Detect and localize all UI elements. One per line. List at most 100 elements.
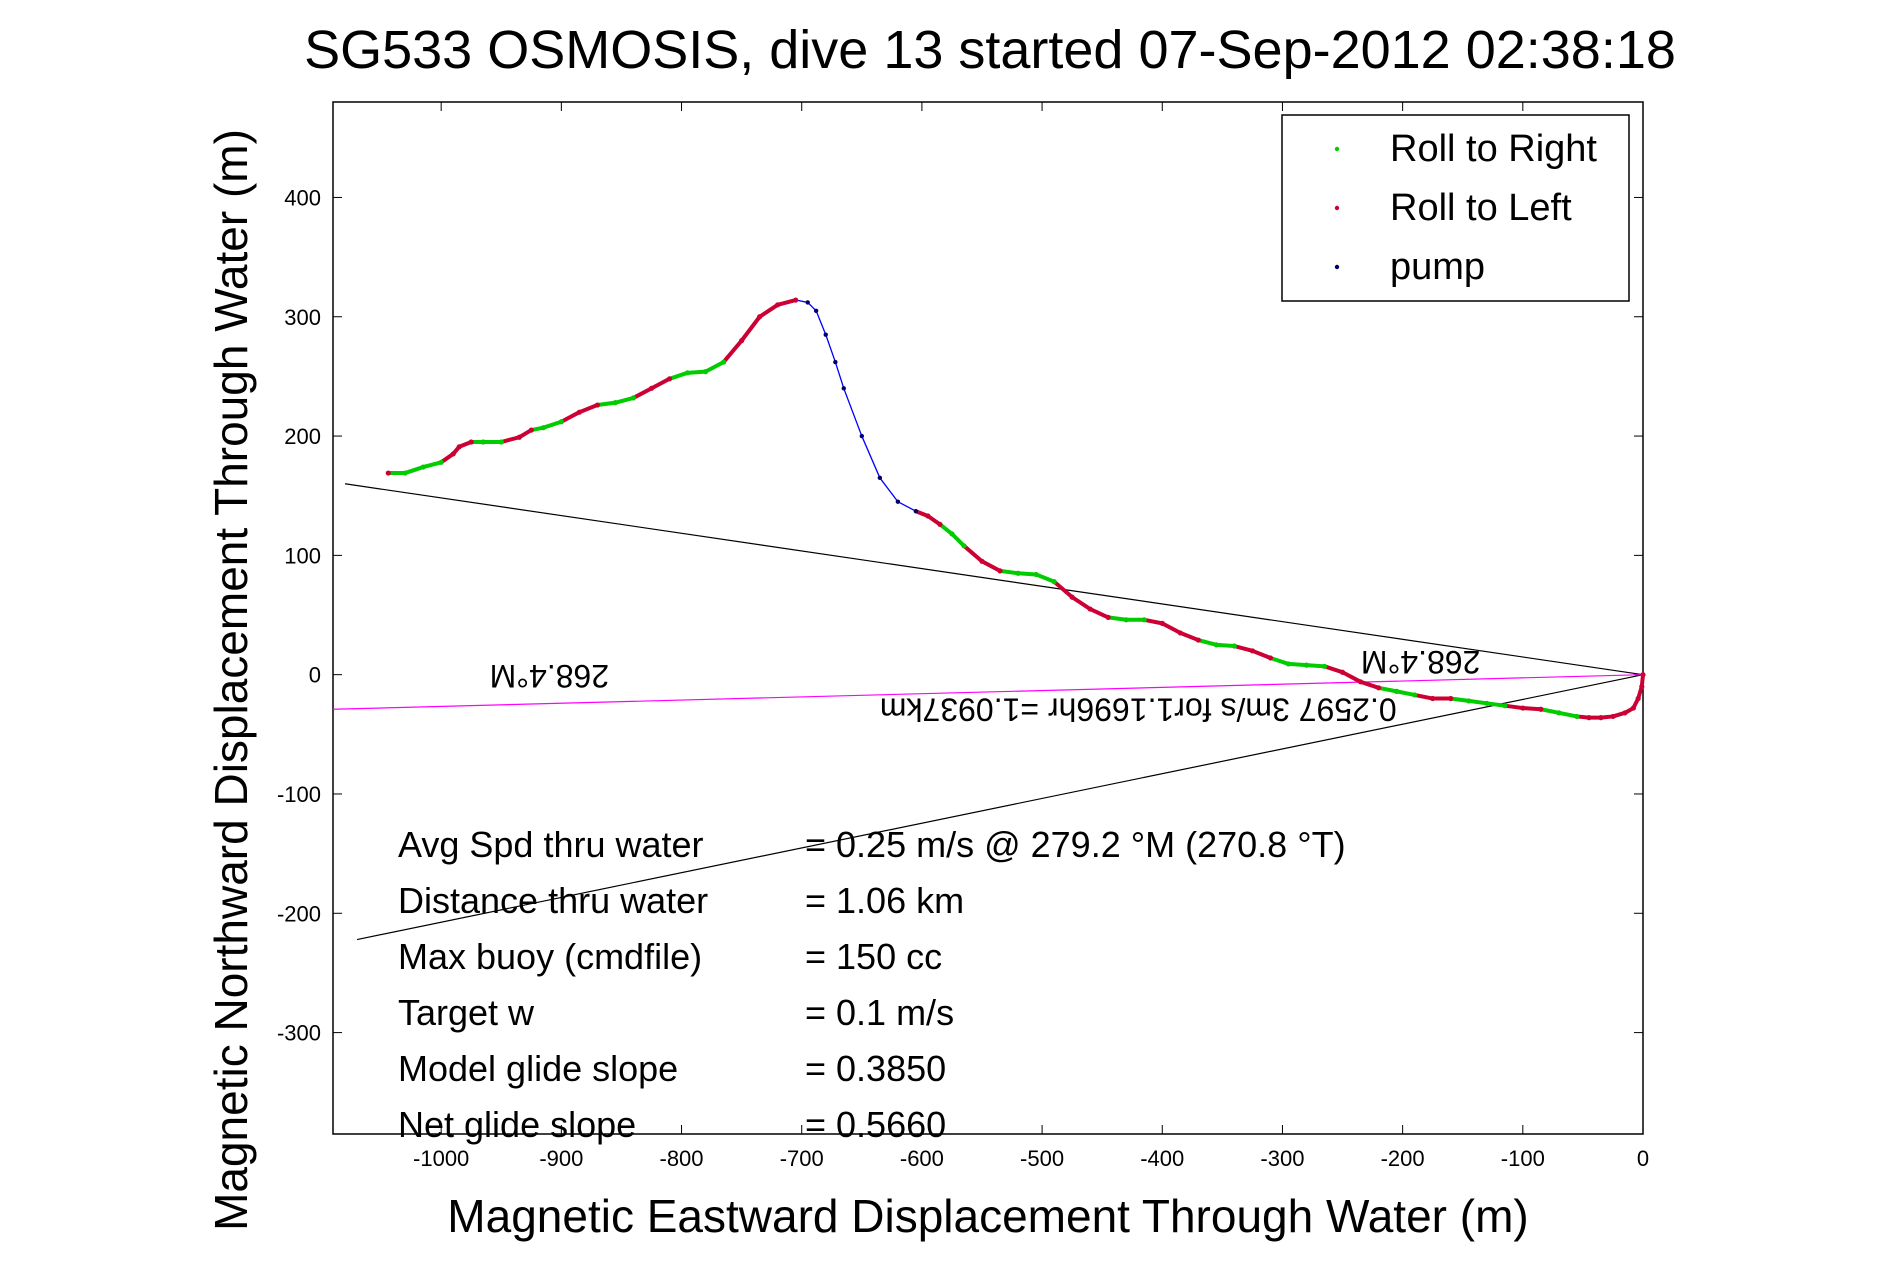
roll-left-point bbox=[1267, 655, 1274, 661]
track-segment-roll-right bbox=[1376, 685, 1399, 694]
track-segment-pump bbox=[861, 435, 881, 479]
y-tick-label: 300 bbox=[284, 305, 321, 330]
roll-left-point bbox=[666, 376, 673, 382]
y-axis-label: Magnetic Northward Displacement Through … bbox=[205, 129, 257, 1231]
roll-left-point bbox=[576, 409, 582, 415]
track-segment-roll-right bbox=[541, 419, 564, 430]
roll-left-point bbox=[1640, 672, 1646, 678]
track-segment-roll-left bbox=[559, 410, 582, 424]
reference-line-3 bbox=[332, 674, 1644, 710]
y-tick-label: -100 bbox=[277, 782, 321, 807]
roll-right-point bbox=[1123, 617, 1129, 623]
roll-left-point bbox=[528, 427, 534, 433]
stat-value-5: = 0.3850 bbox=[805, 1048, 946, 1089]
roll-left-point bbox=[757, 314, 763, 320]
x-tick-label: -500 bbox=[1020, 1146, 1064, 1171]
track-segment-roll-right bbox=[685, 369, 708, 375]
legend-marker-3 bbox=[1334, 264, 1340, 270]
roll-right-point bbox=[1051, 579, 1057, 585]
track-segment-roll-left bbox=[1178, 630, 1201, 643]
roll-right-point bbox=[1285, 661, 1292, 667]
track-segment-roll-left bbox=[1142, 617, 1165, 626]
track-segment-pump bbox=[825, 333, 837, 363]
stat-label-4: Target w bbox=[398, 992, 535, 1033]
roll-left-point bbox=[1520, 705, 1526, 711]
heading-annotation-3: 0.2597 3m/s for1.1696hr =1.0937km bbox=[880, 692, 1397, 728]
legend: Roll to Right Roll to Left pump bbox=[1281, 114, 1630, 302]
track-segment-roll-left bbox=[1088, 607, 1111, 620]
track-segment-roll-right bbox=[1034, 572, 1057, 584]
track-segment-roll-left bbox=[1412, 692, 1435, 701]
heading-annotation-2: 268.4°M bbox=[1361, 644, 1481, 680]
legend-label-3: pump bbox=[1390, 246, 1485, 288]
roll-right-point bbox=[402, 470, 408, 476]
x-tick-label: -200 bbox=[1381, 1146, 1425, 1171]
x-tick-label: 0 bbox=[1637, 1146, 1649, 1171]
track-segment-roll-right bbox=[1106, 615, 1129, 622]
pump-point bbox=[833, 359, 838, 365]
track-segment-roll-left bbox=[1052, 579, 1075, 600]
reference-line-1 bbox=[344, 483, 1644, 676]
stat-label-1: Avg Spd thru water bbox=[398, 824, 704, 865]
roll-left-point bbox=[1177, 630, 1183, 636]
track-segment-roll-right bbox=[595, 400, 618, 408]
roll-left-point bbox=[594, 402, 601, 408]
y-tick-label: -300 bbox=[277, 1021, 321, 1046]
roll-left-point bbox=[1448, 695, 1454, 702]
track-segment-roll-right bbox=[1268, 655, 1291, 666]
track-segment-roll-left bbox=[1322, 664, 1345, 675]
x-tick-label: -800 bbox=[660, 1146, 704, 1171]
y-tick-label: -200 bbox=[277, 901, 321, 926]
stat-value-2: = 1.06 km bbox=[805, 880, 964, 921]
roll-left-point bbox=[456, 444, 462, 450]
x-tick-label: -600 bbox=[900, 1146, 944, 1171]
roll-left-point bbox=[1087, 606, 1093, 612]
pump-point bbox=[895, 499, 901, 504]
pump-point bbox=[859, 433, 865, 439]
track-segment-pump bbox=[843, 387, 863, 437]
track-segment-roll-left bbox=[499, 435, 522, 445]
track-segment-pump bbox=[834, 361, 845, 389]
roll-left-point bbox=[1622, 710, 1628, 716]
track-segment-roll-right bbox=[667, 370, 690, 381]
roll-right-point bbox=[540, 425, 546, 431]
y-tick-label: 400 bbox=[284, 185, 321, 210]
heading-annotation-1: 268.4°M bbox=[490, 658, 610, 694]
track-segment-roll-left bbox=[1340, 670, 1363, 684]
roll-left-point bbox=[648, 385, 655, 391]
roll-left-point bbox=[1630, 705, 1636, 711]
stat-value-4: = 0.1 m/s bbox=[805, 992, 954, 1033]
track-segment-roll-left bbox=[1250, 648, 1273, 660]
roll-left-point bbox=[1105, 614, 1111, 621]
stat-label-3: Max buoy (cmdfile) bbox=[398, 936, 702, 977]
track-segment-pump bbox=[879, 477, 899, 503]
legend-box bbox=[1281, 114, 1630, 302]
track-segment-roll-right bbox=[421, 460, 444, 470]
reference-line-2 bbox=[356, 674, 1644, 941]
reference-lines bbox=[332, 483, 1644, 941]
roll-left-point bbox=[1249, 648, 1256, 654]
roll-left-point bbox=[1339, 669, 1346, 675]
stat-label-5: Model glide slope bbox=[398, 1048, 678, 1089]
roll-left-point bbox=[1195, 637, 1201, 643]
track-segment-roll-left bbox=[961, 543, 984, 564]
roll-right-point bbox=[630, 395, 637, 401]
legend-label-2: Roll to Left bbox=[1390, 187, 1572, 229]
roll-left-point bbox=[979, 558, 985, 564]
roll-left-point bbox=[997, 568, 1003, 574]
roll-left-point bbox=[1538, 706, 1544, 712]
roll-left-point bbox=[793, 297, 799, 303]
roll-right-point bbox=[949, 531, 955, 537]
roll-left-point bbox=[385, 470, 391, 476]
track-segment-roll-right bbox=[1448, 696, 1471, 703]
roll-right-point bbox=[702, 369, 709, 375]
roll-right-point bbox=[1231, 643, 1237, 649]
pump-point bbox=[805, 300, 810, 305]
roll-left-point bbox=[1357, 679, 1364, 685]
stats-block: Avg Spd thru water = 0.25 m/s @ 279.2 °M … bbox=[398, 824, 1346, 1145]
roll-right-point bbox=[1466, 698, 1472, 704]
stat-value-1: = 0.25 m/s @ 279.2 °M (270.8 °T) bbox=[805, 824, 1346, 865]
roll-right-point bbox=[1321, 663, 1328, 669]
x-tick-label: -700 bbox=[780, 1146, 824, 1171]
